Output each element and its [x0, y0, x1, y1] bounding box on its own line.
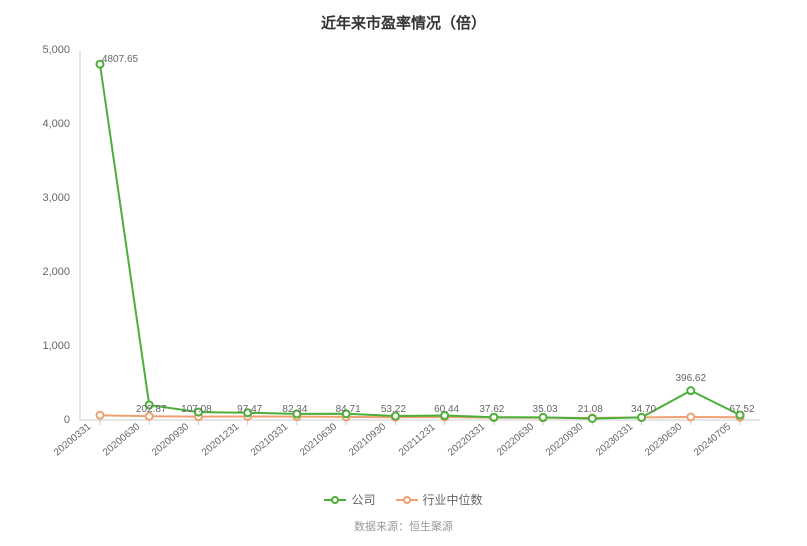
y-tick-label: 3,000: [42, 192, 70, 204]
x-tick-label: 20230630: [643, 421, 684, 458]
legend-line-icon: [324, 499, 346, 501]
y-tick-label: 0: [64, 414, 70, 426]
legend-line-icon: [396, 499, 418, 501]
x-tick-label: 20211231: [397, 422, 438, 459]
y-axis: 01,0002,0003,0004,0005,000: [0, 50, 75, 420]
y-tick-label: 1,000: [42, 340, 70, 352]
x-tick-label: 20220630: [495, 421, 536, 458]
x-tick-label: 20220331: [446, 421, 487, 458]
data-source: 数据来源：恒生聚源: [0, 518, 807, 534]
x-tick-label: 20210331: [249, 421, 290, 458]
data-point-label: 202.87: [136, 404, 167, 415]
data-point-label: 107.08: [181, 404, 212, 415]
y-tick-label: 5,000: [42, 44, 70, 56]
legend-label: 公司: [351, 491, 375, 508]
x-tick-label: 20220930: [544, 421, 585, 458]
legend-item[interactable]: 公司: [324, 491, 375, 508]
data-point-label: 4807.65: [102, 54, 138, 65]
data-point-label: 67.52: [729, 404, 754, 415]
data-point-label: 35.03: [533, 404, 558, 415]
data-point-label: 97.47: [237, 404, 262, 415]
y-tick-label: 2,000: [42, 266, 70, 278]
x-tick-label: 20240705: [692, 421, 733, 458]
legend-marker-icon: [403, 496, 411, 504]
data-point-label: 60.44: [434, 404, 459, 415]
x-tick-label: 20200630: [101, 421, 142, 458]
legend: 公司 行业中位数: [0, 490, 807, 509]
data-point-label: 396.62: [675, 373, 706, 384]
x-tick-label: 20200930: [150, 421, 191, 458]
data-point-label: 53.22: [381, 404, 406, 415]
legend-item[interactable]: 行业中位数: [396, 491, 483, 508]
data-point-label: 21.08: [578, 404, 603, 415]
x-axis: 2020033120200630202009302020123120210331…: [80, 425, 760, 475]
x-tick-label: 20210930: [347, 421, 388, 458]
x-tick-label: 20210630: [298, 421, 339, 458]
plot-area: 4807.65 202.87 107.08 97.47 82.34 84.71 53.22 6…: [80, 50, 760, 420]
x-tick-label: 20230331: [594, 421, 635, 458]
data-point-label: 34.70: [631, 404, 656, 415]
legend-marker-icon: [331, 496, 339, 504]
x-tick-label: 20200331: [52, 421, 93, 458]
x-tick-label: 20201231: [200, 421, 241, 458]
y-tick-label: 4,000: [42, 118, 70, 130]
data-point-label: 37.62: [479, 404, 504, 415]
legend-label: 行业中位数: [423, 491, 483, 508]
data-point-label: 84.71: [336, 404, 361, 415]
pe-ratio-chart: 近年来市盈率情况（倍） 0 1,000 2,000 3,000 4,000 5,000 4…: [0, 0, 807, 546]
chart-title: 近年来市盈率情况（倍）: [0, 0, 807, 33]
data-point-label: 82.34: [282, 404, 307, 415]
